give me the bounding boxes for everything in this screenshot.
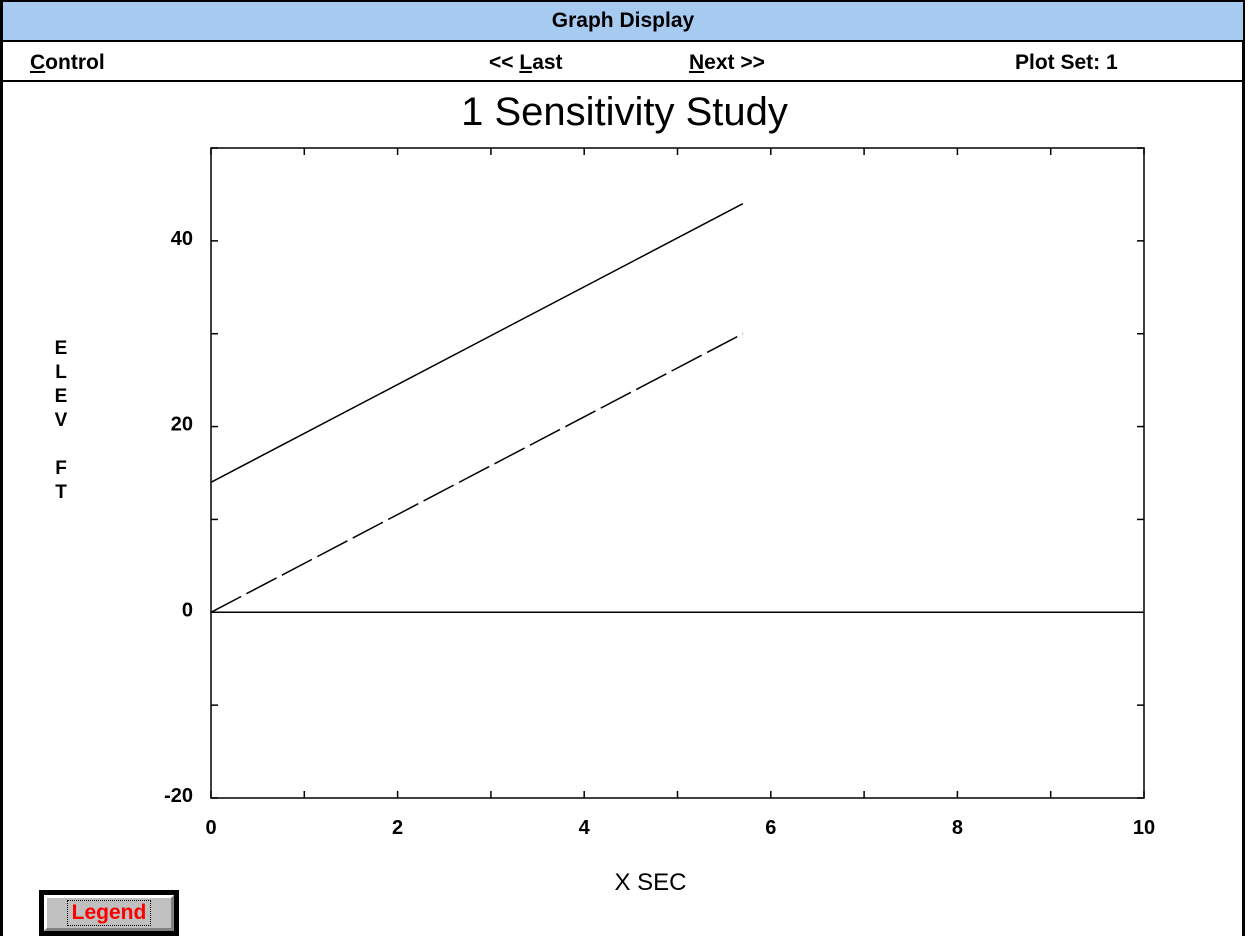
- y-tick-label: 20: [171, 414, 193, 436]
- y-tick-label: -20: [164, 785, 193, 807]
- series-line-2: [210, 333, 744, 613]
- y-axis-label-letter: E: [55, 386, 68, 407]
- next-button[interactable]: Next >>: [689, 51, 765, 74]
- x-tick-label: 10: [1133, 817, 1155, 839]
- y-axis-label-letter: E: [55, 338, 68, 359]
- x-tick-label: 8: [952, 817, 963, 839]
- y-axis-label-letter: T: [55, 482, 67, 503]
- x-tick-label: 2: [392, 817, 403, 839]
- series-line-1: [210, 203, 744, 483]
- y-axis-label-letter: V: [55, 410, 68, 431]
- legend-button-label: Legend: [66, 900, 152, 926]
- x-tick-label: 0: [205, 817, 216, 839]
- window-title: Graph Display: [3, 2, 1243, 42]
- plot-set-indicator: Plot Set: 1: [1015, 51, 1118, 75]
- x-tick-label: 6: [765, 817, 776, 839]
- x-tick-label: 4: [579, 817, 591, 839]
- last-button[interactable]: << Last: [489, 51, 563, 74]
- window-title-text: Graph Display: [551, 9, 695, 32]
- chart-title: 1 Sensitivity Study: [461, 90, 788, 134]
- y-tick-label: 0: [182, 599, 193, 621]
- control-menu[interactable]: Control: [30, 51, 105, 74]
- y-tick-label: 40: [171, 228, 193, 250]
- y-axis-label-letter: F: [55, 458, 67, 479]
- x-axis-label: X SEC: [614, 869, 686, 896]
- y-axis-label-letter: L: [55, 362, 67, 383]
- menu-bar: Control << Last Next >> Plot Set: 1: [3, 44, 1243, 82]
- legend-button[interactable]: Legend: [39, 890, 179, 936]
- plot-set-value: 1: [1106, 51, 1118, 74]
- plot-set-label: Plot Set:: [1015, 51, 1101, 74]
- plot-frame: [210, 147, 1145, 799]
- legend-button-face: Legend: [44, 895, 174, 931]
